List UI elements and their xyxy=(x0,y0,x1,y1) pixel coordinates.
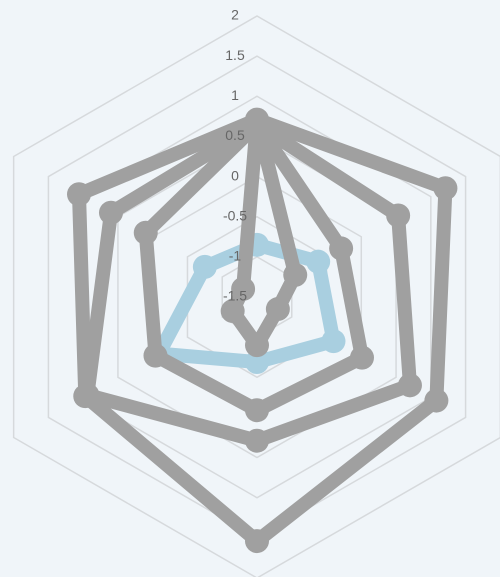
tick-label: 2 xyxy=(231,7,239,23)
data-point xyxy=(245,350,269,375)
data-point xyxy=(283,262,308,287)
data-point xyxy=(231,276,256,301)
data-point xyxy=(75,382,100,407)
grid-hexagon xyxy=(12,15,500,577)
tick-label: -1.5 xyxy=(223,288,247,304)
data-point xyxy=(192,254,217,279)
data-point xyxy=(386,203,411,228)
data-point xyxy=(424,388,449,413)
data-point xyxy=(245,333,269,358)
data-point xyxy=(397,373,422,398)
data-point xyxy=(245,529,269,554)
data-point xyxy=(67,182,92,207)
data-point xyxy=(143,343,168,368)
data-point xyxy=(133,220,158,245)
data-point xyxy=(329,236,354,261)
data-point xyxy=(321,329,346,354)
data-point xyxy=(245,428,269,453)
tick-label: 0 xyxy=(231,167,239,183)
tick-label: 1 xyxy=(231,87,239,103)
data-point xyxy=(220,299,245,324)
tick-label: 1.5 xyxy=(225,47,245,63)
tick-label: 0.5 xyxy=(225,127,245,143)
data-point xyxy=(245,108,269,133)
tick-label: -1 xyxy=(229,248,242,264)
data-point xyxy=(265,297,290,322)
tick-label: -0.5 xyxy=(223,207,247,223)
data-point xyxy=(349,345,374,370)
data-point xyxy=(433,176,458,201)
data-point xyxy=(245,398,269,423)
data-point xyxy=(306,249,331,274)
data-point xyxy=(98,200,123,225)
